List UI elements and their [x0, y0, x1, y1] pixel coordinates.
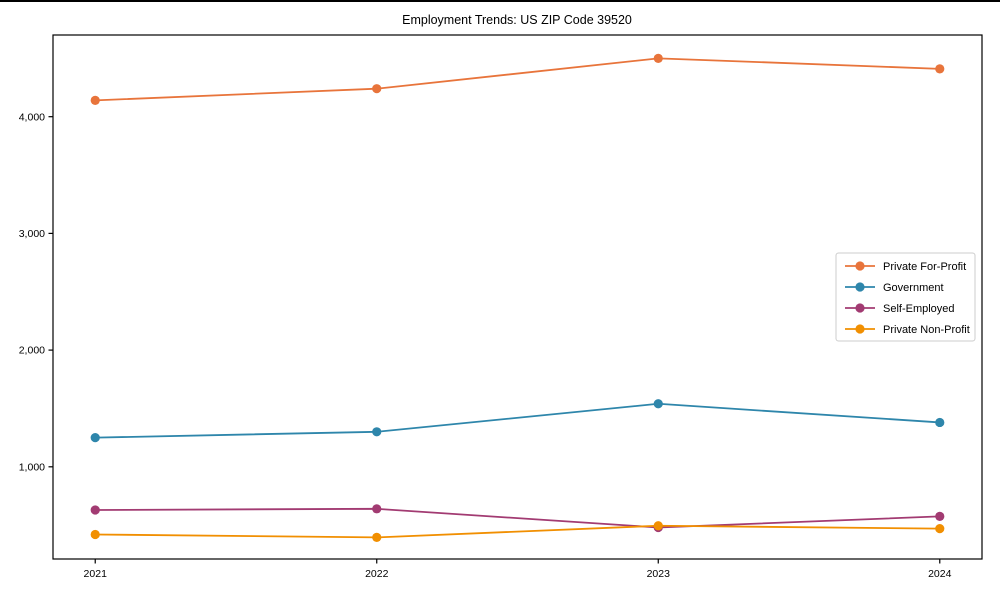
legend-item-private-non-profit: Private Non-Profit [845, 324, 970, 336]
legend-label: Government [883, 282, 944, 294]
data-point [372, 427, 382, 437]
data-point [90, 433, 100, 443]
data-point [653, 521, 663, 531]
x-tick-label: 2022 [365, 568, 389, 580]
data-point [653, 53, 663, 63]
legend-label: Private Non-Profit [883, 324, 970, 336]
x-tick-label: 2021 [84, 568, 108, 580]
legend-swatch-marker [855, 282, 865, 292]
y-tick-label: 2,000 [19, 345, 45, 357]
y-tick-label: 1,000 [19, 461, 45, 473]
x-tick-label: 2024 [928, 568, 952, 580]
legend-box [835, 252, 976, 342]
data-point [90, 95, 100, 105]
series-line [95, 57, 940, 102]
plot-series [90, 53, 945, 543]
legend-item-self-employed: Self-Employed [845, 303, 955, 315]
series-line [95, 507, 940, 529]
series-line [95, 524, 940, 539]
plot-spines [52, 34, 983, 560]
series-private-non-profit [90, 521, 945, 543]
chart-title: Employment Trends: US ZIP Code 39520 [402, 13, 632, 27]
legend-label: Self-Employed [883, 303, 955, 315]
y-tick-label: 3,000 [19, 228, 45, 240]
legend-swatch-marker [855, 324, 865, 334]
x-tick-label: 2023 [647, 568, 671, 580]
data-point [90, 505, 100, 515]
data-point [653, 399, 663, 409]
legend-item-private-for-profit: Private For-Profit [845, 261, 966, 273]
data-point [372, 504, 382, 514]
series-private-for-profit [90, 53, 945, 105]
data-point [935, 64, 945, 74]
series-government [90, 399, 945, 443]
axes: 1,000 2,000 3,000 4,000 2021 2022 2023 2024 [19, 34, 983, 580]
data-point [90, 529, 100, 540]
data-point [935, 417, 945, 428]
legend-item-government: Government [845, 282, 944, 294]
legend: Private For-Profit Government Self-Employe… [835, 252, 976, 342]
y-tick-label: 4,000 [19, 111, 45, 123]
data-point [372, 532, 382, 543]
data-point [935, 511, 945, 522]
data-point [372, 84, 382, 94]
legend-swatch-marker [855, 303, 865, 313]
legend-swatch-marker [855, 261, 865, 271]
series-line [95, 402, 940, 439]
data-point [935, 524, 945, 534]
legend-label: Private For-Profit [883, 261, 966, 273]
